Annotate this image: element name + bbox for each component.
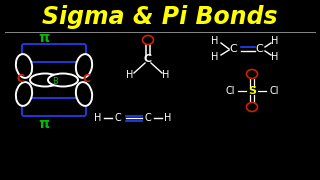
Text: H: H bbox=[211, 52, 219, 62]
FancyBboxPatch shape bbox=[22, 44, 86, 62]
Text: C: C bbox=[255, 44, 263, 54]
Text: Cl: Cl bbox=[269, 86, 279, 96]
Text: H: H bbox=[271, 52, 279, 62]
Text: Cl: Cl bbox=[225, 86, 235, 96]
Text: H: H bbox=[162, 70, 170, 80]
Text: C: C bbox=[17, 74, 25, 84]
Ellipse shape bbox=[76, 82, 92, 106]
Ellipse shape bbox=[48, 73, 78, 87]
Text: C: C bbox=[229, 44, 237, 54]
Text: H: H bbox=[271, 36, 279, 46]
Text: C: C bbox=[145, 113, 151, 123]
Ellipse shape bbox=[246, 102, 258, 111]
Ellipse shape bbox=[30, 73, 60, 87]
Text: C: C bbox=[83, 74, 91, 84]
Ellipse shape bbox=[142, 35, 154, 44]
FancyBboxPatch shape bbox=[22, 98, 86, 116]
Text: C: C bbox=[115, 113, 121, 123]
Text: H: H bbox=[94, 113, 102, 123]
Text: S: S bbox=[248, 86, 256, 96]
Text: π: π bbox=[38, 31, 50, 45]
Text: H: H bbox=[164, 113, 172, 123]
Text: π: π bbox=[38, 117, 50, 131]
Ellipse shape bbox=[246, 69, 258, 78]
Text: B: B bbox=[52, 78, 58, 87]
Ellipse shape bbox=[16, 54, 32, 78]
Text: Sigma & Pi Bonds: Sigma & Pi Bonds bbox=[42, 5, 278, 29]
Text: C: C bbox=[144, 54, 152, 64]
Text: H: H bbox=[211, 36, 219, 46]
Ellipse shape bbox=[76, 54, 92, 78]
Ellipse shape bbox=[16, 82, 32, 106]
Text: H: H bbox=[126, 70, 134, 80]
